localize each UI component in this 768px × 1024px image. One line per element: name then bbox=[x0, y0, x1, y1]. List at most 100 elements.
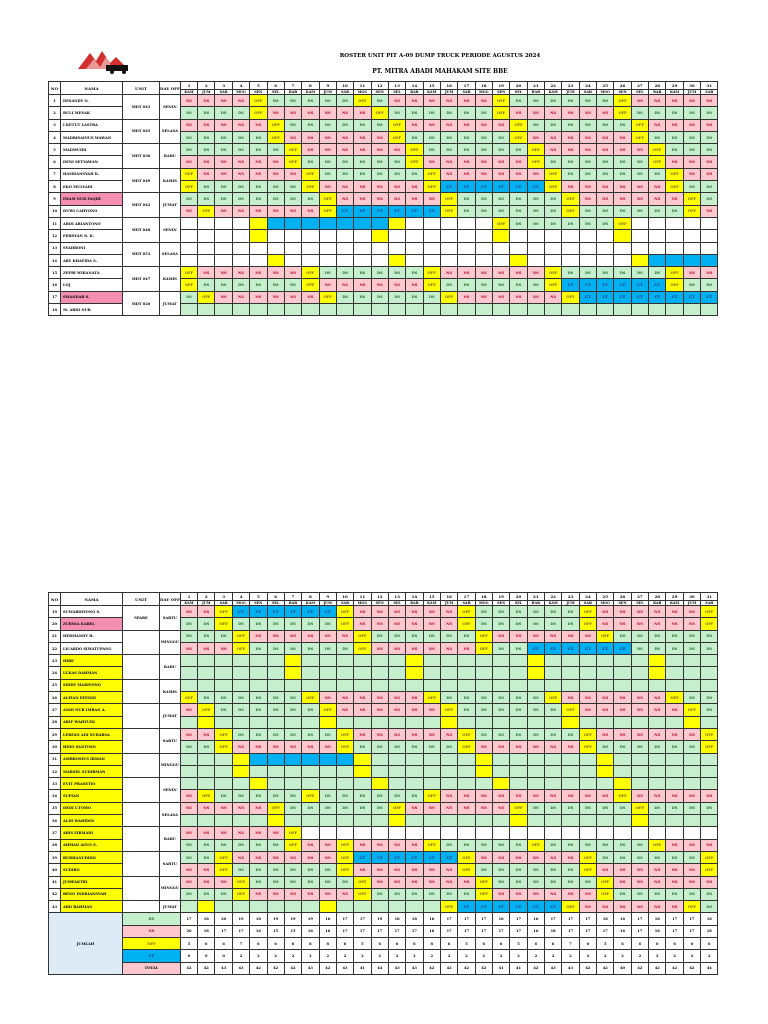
shift-cell: DS bbox=[596, 204, 615, 218]
dayoff-cell: SENIN bbox=[159, 216, 181, 243]
shift-cell: OFF bbox=[665, 266, 684, 280]
day-number: 30 bbox=[682, 81, 702, 90]
col-header-no: NO bbox=[48, 592, 61, 606]
shift-cell bbox=[231, 764, 251, 779]
shift-cell bbox=[561, 764, 580, 779]
shift-cell: DS bbox=[422, 629, 441, 643]
shift-cell: OFF bbox=[474, 641, 493, 656]
shift-cell: NS bbox=[578, 789, 598, 803]
shift-cell: NS bbox=[179, 93, 199, 108]
shift-cell bbox=[561, 814, 580, 828]
shift-cell bbox=[335, 216, 355, 231]
shift-cell: OFF bbox=[439, 703, 459, 717]
shift-cell bbox=[283, 764, 303, 779]
shift-cell: DS bbox=[318, 155, 337, 169]
table-row: 12 FERDYAN N. K. bbox=[48, 229, 719, 243]
shift-cell bbox=[526, 814, 546, 828]
shift-cell: NS bbox=[353, 863, 372, 877]
shift-cell bbox=[491, 814, 511, 828]
shift-cell bbox=[578, 715, 598, 729]
summary-value: 17 bbox=[630, 912, 650, 926]
shift-cell: DS bbox=[596, 93, 615, 108]
summary-code: CT bbox=[122, 949, 181, 963]
dayoff-cell: SABTU bbox=[159, 850, 181, 877]
shift-cell: DS bbox=[544, 155, 563, 169]
shift-cell bbox=[682, 216, 702, 231]
shift-cell: DS bbox=[474, 278, 493, 292]
shift-cell bbox=[353, 253, 372, 268]
shift-cell bbox=[474, 764, 493, 779]
shift-cell: DS bbox=[682, 887, 702, 902]
day-number: 8 bbox=[301, 592, 320, 601]
shift-cell: NS bbox=[179, 155, 199, 169]
employee-name: SWANDAR S. bbox=[60, 290, 123, 305]
shift-cell: DS bbox=[457, 130, 476, 145]
shift-cell bbox=[179, 678, 199, 693]
shift-cell bbox=[405, 666, 424, 680]
shift-cell: CT bbox=[457, 900, 476, 914]
shift-cell: NS bbox=[387, 703, 407, 717]
shift-cell: OFF bbox=[561, 703, 580, 717]
shift-cell bbox=[405, 814, 424, 828]
shift-cell bbox=[405, 241, 424, 255]
summary-value: 5 bbox=[457, 937, 476, 951]
shift-cell: DS bbox=[249, 641, 268, 656]
shift-cell: NS bbox=[613, 143, 632, 157]
summary-value: 0 bbox=[214, 949, 233, 963]
shift-cell bbox=[700, 253, 719, 268]
summary-value: 17 bbox=[509, 912, 528, 926]
shift-cell: NS bbox=[665, 900, 684, 914]
shift-cell: NS bbox=[491, 850, 511, 865]
shift-cell: DS bbox=[613, 740, 632, 754]
shift-cell: DS bbox=[405, 629, 424, 643]
shift-cell: OFF bbox=[214, 850, 233, 865]
shift-cell bbox=[682, 303, 702, 317]
shift-cell bbox=[439, 216, 459, 231]
shift-cell: OFF bbox=[353, 641, 372, 656]
dayoff-cell: SABTU bbox=[159, 727, 181, 754]
shift-cell: NS bbox=[509, 629, 528, 643]
shift-cell: NS bbox=[578, 192, 598, 206]
shift-cell: OFF bbox=[700, 617, 719, 631]
table-row: 31 AMBROSIUS IRMAN MINGGU bbox=[48, 752, 719, 779]
shift-cell: NS bbox=[509, 887, 528, 902]
shift-cell bbox=[370, 777, 389, 791]
summary-value: 42 bbox=[283, 961, 303, 975]
shift-cell: NS bbox=[405, 801, 424, 816]
shift-cell: NS bbox=[249, 887, 268, 902]
dayoff-cell: KAMIS bbox=[159, 167, 181, 194]
shift-cell: DS bbox=[179, 143, 199, 157]
employee-name: DUWI CAHYONO bbox=[60, 204, 123, 218]
shift-cell: NS bbox=[231, 266, 251, 280]
row-no: 18 bbox=[48, 303, 61, 317]
shift-cell: NS bbox=[439, 604, 459, 619]
shift-cell: OFF bbox=[249, 106, 268, 120]
shift-cell: DS bbox=[283, 789, 303, 803]
shift-cell: NS bbox=[439, 617, 459, 631]
shift-cell: DS bbox=[509, 875, 528, 889]
shift-cell bbox=[422, 777, 441, 791]
summary-value: 2 bbox=[613, 949, 632, 963]
shift-cell: NS bbox=[439, 167, 459, 182]
summary-value: 20 bbox=[214, 912, 233, 926]
day-number: 31 bbox=[700, 81, 719, 90]
shift-cell: NS bbox=[249, 740, 268, 754]
shift-cell: DS bbox=[387, 266, 407, 280]
shift-cell: NS bbox=[266, 629, 285, 643]
shift-cell bbox=[578, 253, 598, 268]
shift-cell: DS bbox=[283, 278, 303, 292]
summary-value: 17 bbox=[682, 912, 702, 926]
shift-cell: OFF bbox=[179, 691, 199, 705]
shift-cell: NS bbox=[318, 629, 337, 643]
shift-cell: CT bbox=[526, 900, 546, 914]
shift-cell: NS bbox=[682, 266, 702, 280]
summary-value: 5 bbox=[353, 937, 372, 951]
shift-cell bbox=[179, 814, 199, 828]
shift-cell bbox=[197, 678, 216, 693]
row-no: 43 bbox=[48, 900, 61, 914]
col-header-unit: UNIT bbox=[122, 81, 160, 95]
shift-cell: DS bbox=[544, 801, 563, 816]
shift-cell: OFF bbox=[700, 863, 719, 877]
shift-cell: DS bbox=[179, 290, 199, 305]
shift-cell: OFF bbox=[630, 130, 650, 145]
